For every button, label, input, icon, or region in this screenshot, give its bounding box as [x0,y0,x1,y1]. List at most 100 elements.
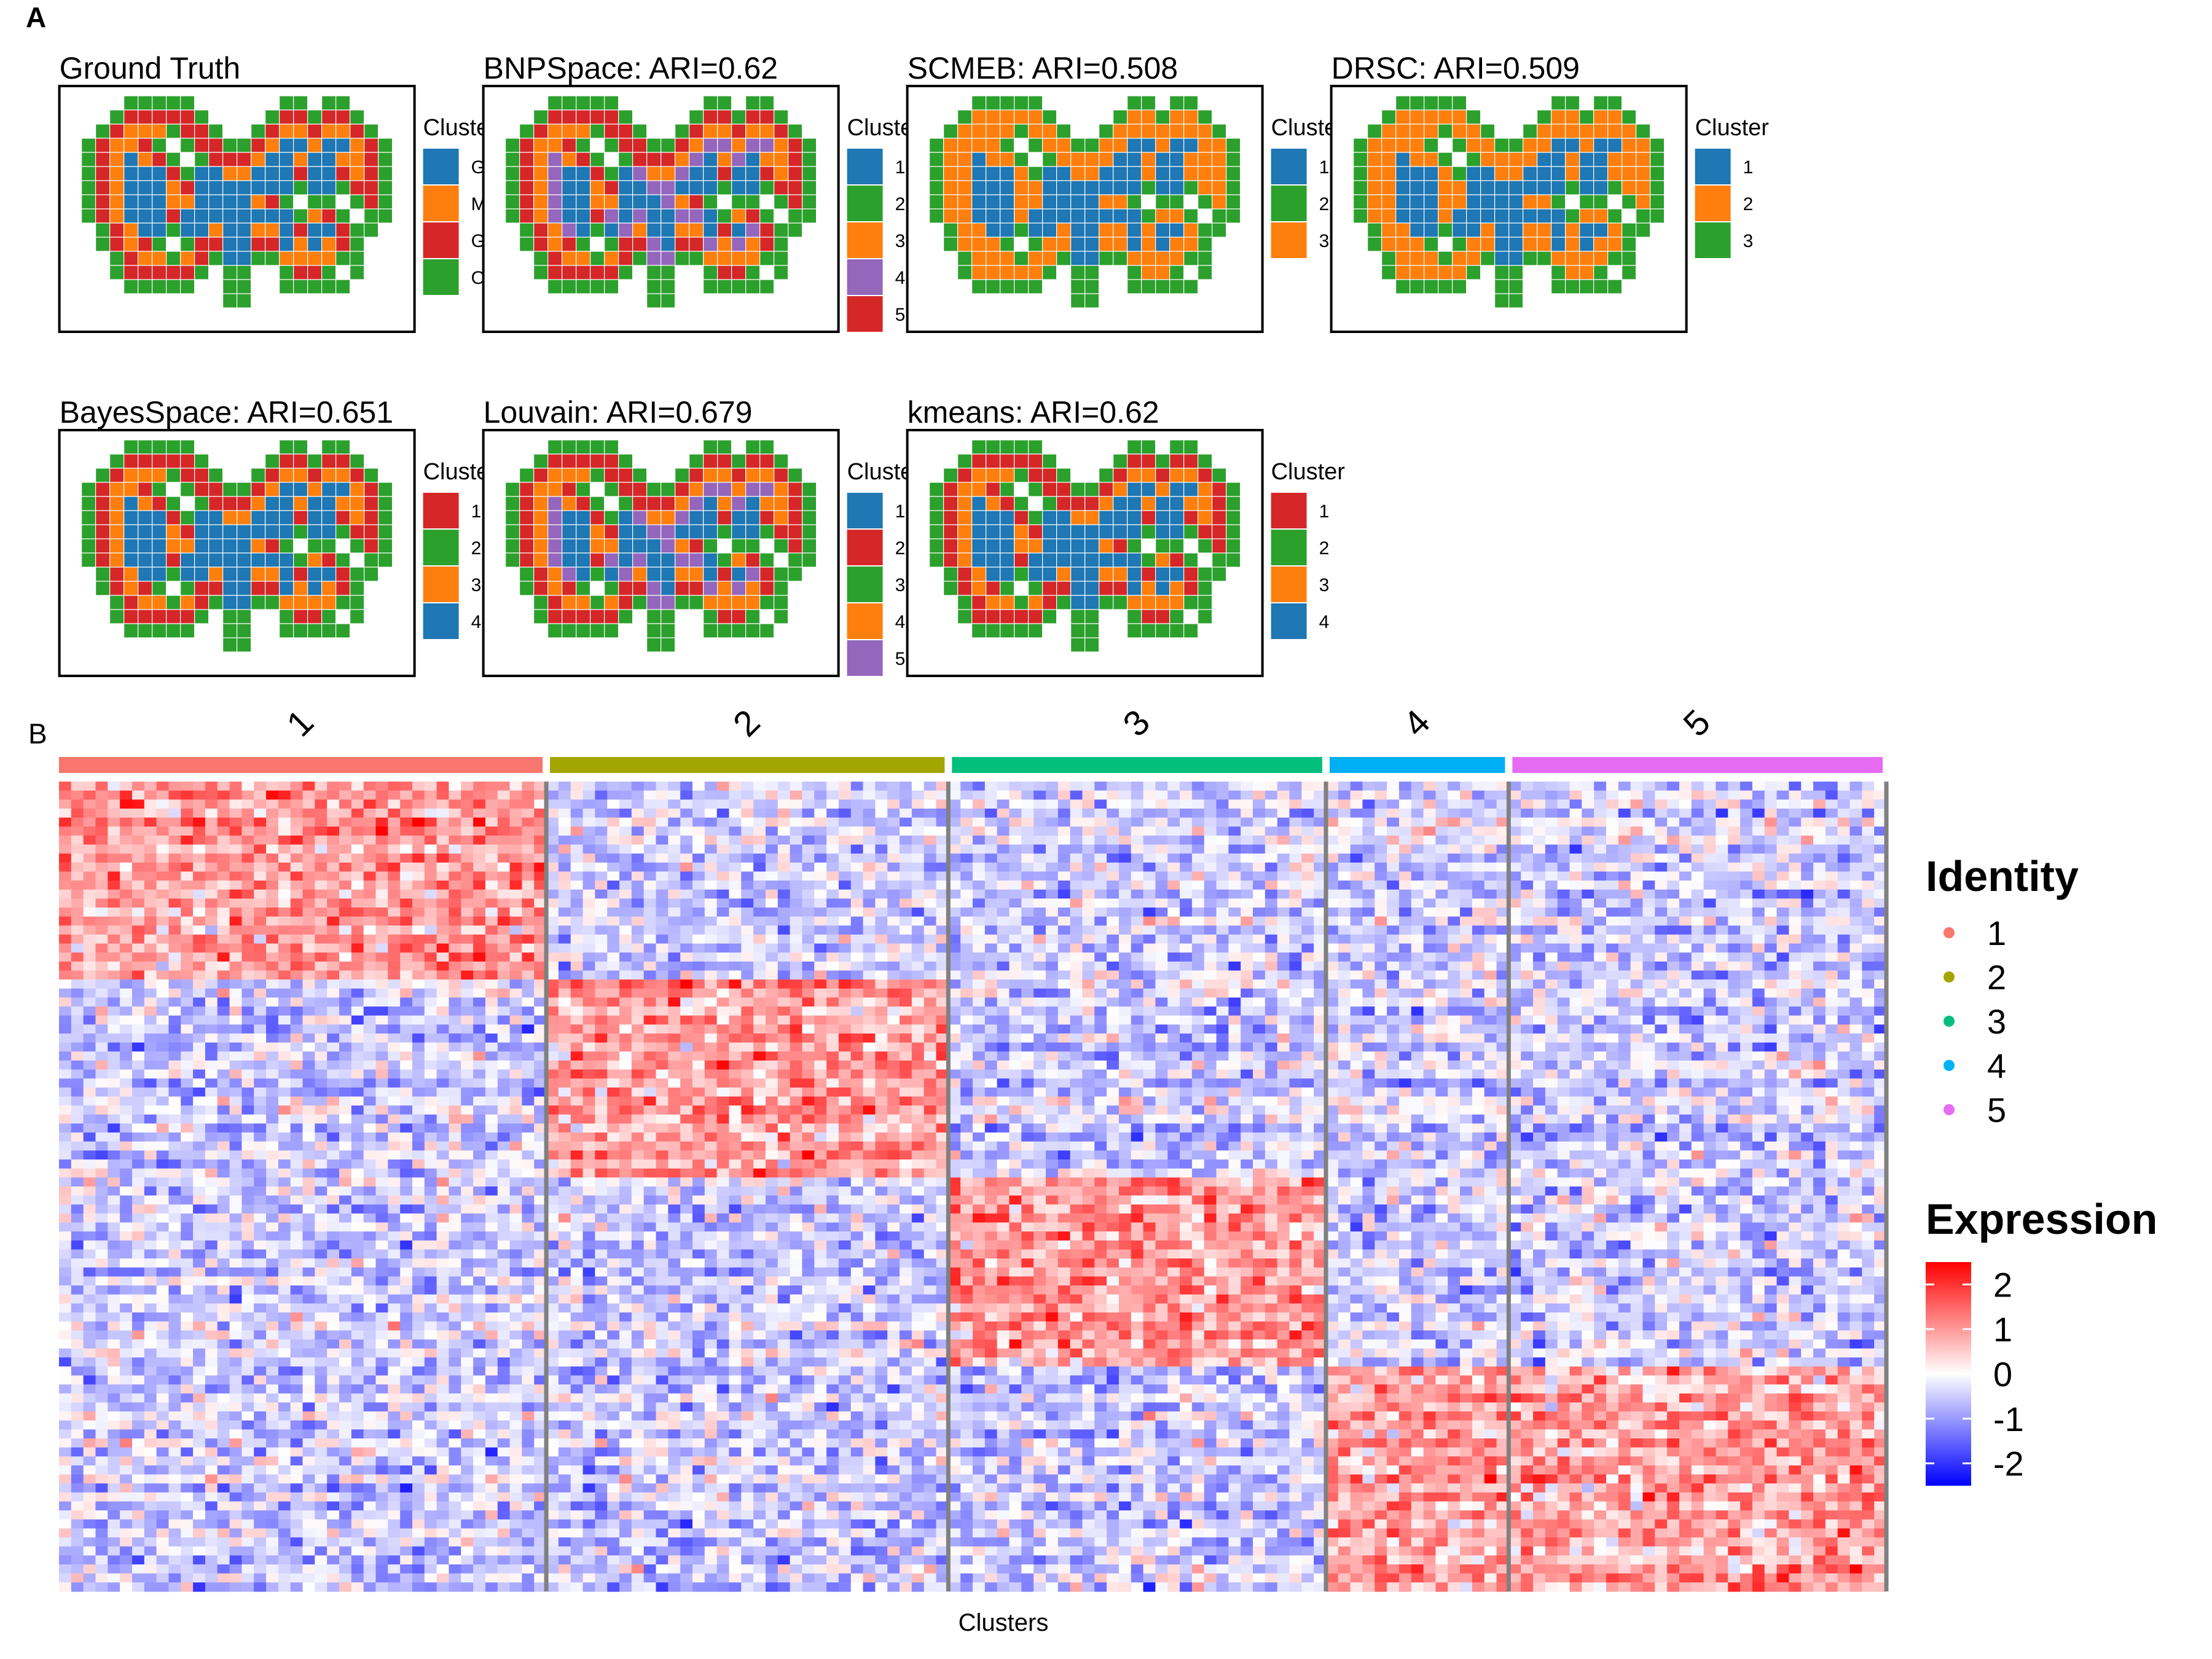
spot-cell [745,524,761,539]
heatmap-cell [924,916,937,926]
heatmap-cell [814,871,827,881]
heatmap-cell [144,952,157,962]
heatmap-cell [1301,925,1314,935]
heatmap-cell [108,934,120,944]
heatmap-cell [1606,871,1619,881]
spot-cell [702,180,718,195]
spot-cell [349,538,365,554]
heatmap-cell [1703,889,1717,899]
heatmap-cell [71,961,84,971]
heatmap-cell [1569,871,1582,881]
spot-cell [632,138,648,153]
heatmap-cell [680,961,693,971]
heatmap-cell [1618,908,1631,917]
spot-cell [1126,95,1142,111]
spot-cell [1565,222,1580,238]
heatmap-cell [716,925,730,935]
heatmap-cell [290,934,304,944]
heatmap-cell [229,844,242,854]
heatmap-cell [911,889,925,899]
heatmap-cell [436,880,450,890]
heatmap-cell [729,961,742,971]
spot-cell [943,581,959,596]
spot-cell [1155,180,1171,195]
heatmap-cell [814,889,827,899]
spot-cell [1013,166,1029,181]
heatmap-cell [1521,808,1534,818]
heatmap-cell [59,808,72,818]
heatmap-cell [278,908,291,917]
heatmap-cell [1618,925,1631,935]
spot-cell [1027,482,1043,497]
heatmap-cell [814,817,827,827]
spot-cell [702,265,718,280]
heatmap-cell [631,925,645,935]
heatmap-cell [595,943,608,953]
heatmap-cell [1508,808,1521,818]
heatmap-cell [948,853,961,863]
spot-cell [377,208,393,224]
spot-cell [1466,109,1481,125]
heatmap-cell [887,817,900,827]
spot-cell [603,609,619,624]
heatmap-cell [400,826,413,836]
spot-cell [1565,95,1580,111]
heatmap-cell [83,871,96,881]
heatmap-cell [595,871,608,881]
spot-cell [152,166,167,181]
heatmap-cell [680,782,693,791]
heatmap-cell [1752,817,1765,827]
spot-cell [533,152,549,167]
spot-cell [1381,124,1397,139]
heatmap-cell [1496,934,1509,944]
spot-cell [773,222,789,238]
spot-cell [1070,152,1086,167]
heatmap-cell [582,908,595,917]
spot-cell [1027,279,1043,294]
heatmap-cell [1265,808,1278,818]
heatmap-cell [83,925,96,935]
heatmap-cell [1398,835,1412,845]
heatmap-cell [668,844,681,854]
spot-cell [1353,138,1368,153]
heatmap-cell [1545,952,1558,962]
spot-cell [928,524,944,539]
heatmap-cell [900,934,912,944]
spatial-panel-title: BNPSpace: ARI=0.62 [484,51,778,85]
heatmap-cell [1655,790,1668,800]
heatmap-cell [168,782,181,791]
heatmap-cell [1752,952,1765,962]
heatmap-cell [1070,853,1083,863]
heatmap-cell [1630,835,1644,845]
heatmap-cell [900,908,912,917]
heatmap-cell [887,961,900,971]
spot-cell [1126,237,1142,252]
heatmap-cell [436,871,450,881]
spot-cell [208,251,224,266]
heatmap-cell [1789,826,1802,836]
heatmap-cell [838,844,852,854]
heatmap-cell [900,916,912,926]
spot-cell [1084,567,1100,582]
heatmap-cell [1204,925,1217,935]
heatmap-cell [936,790,949,800]
spot-cell [1169,524,1185,539]
heatmap-cell [1033,961,1046,971]
heatmap-cell [1265,844,1278,854]
spot-cell [716,482,732,497]
spot-cell [1197,251,1213,266]
heatmap-cell [1435,790,1448,800]
heatmap-cell [1472,934,1485,944]
spot-cell [1013,439,1029,455]
heatmap-cell [1764,844,1778,854]
heatmap-cell [802,934,815,944]
spot-cell [1126,552,1142,568]
legend-label: 3 [895,231,906,251]
spot-cell [561,237,577,252]
spot-cell [646,637,662,653]
heatmap-cell [911,898,925,908]
spot-cell [237,194,252,210]
spot-cell [985,180,1001,195]
spot-cell [575,552,591,568]
